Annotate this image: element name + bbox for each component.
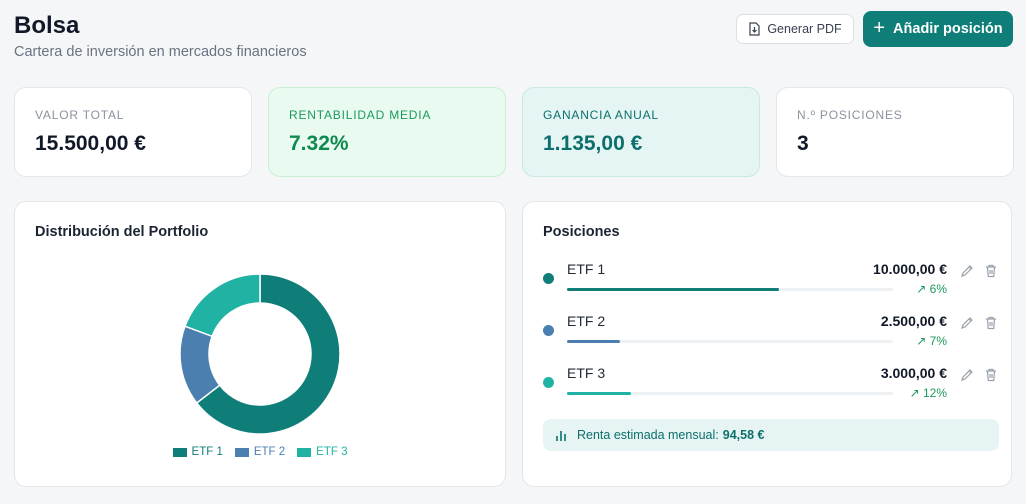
- trash-icon[interactable]: [983, 315, 999, 331]
- portfolio-donut-chart: [179, 273, 341, 435]
- monthly-income-value: 94,58 €: [722, 428, 765, 442]
- stat-value: 15.500,00 €: [35, 132, 146, 155]
- add-position-label: Añadir posición: [893, 21, 1003, 37]
- stat-value: 1.135,00 €: [543, 132, 643, 155]
- stat-label: GANANCIA ANUAL: [543, 108, 659, 122]
- legend-item: ETF 1: [172, 446, 223, 458]
- file-download-icon: [749, 22, 760, 36]
- donut-slice-etf-1: [195, 273, 341, 435]
- position-return: ↗ 6%: [916, 282, 947, 296]
- generate-pdf-button[interactable]: Generar PDF: [736, 14, 854, 44]
- trending-up-icon: ↗: [909, 386, 923, 400]
- generate-pdf-label: Generar PDF: [767, 22, 842, 36]
- stat-card-gain: GANANCIA ANUAL 1.135,00 €: [522, 87, 760, 177]
- add-position-button[interactable]: + Añadir posición: [863, 11, 1013, 47]
- position-name: ETF 1: [567, 261, 606, 277]
- stat-card-return: RENTABILIDAD MEDIA 7.32%: [268, 87, 506, 177]
- pencil-icon[interactable]: [959, 263, 975, 279]
- pencil-icon[interactable]: [959, 367, 975, 383]
- stat-value: 3: [797, 132, 809, 155]
- page-title: Bolsa: [14, 12, 80, 39]
- chart-legend: ETF 1 ETF 2 ETF 3: [15, 446, 505, 458]
- position-color-dot: [543, 377, 554, 388]
- position-share-bar: [567, 392, 893, 395]
- stat-label: VALOR TOTAL: [35, 108, 125, 122]
- position-share-bar: [567, 288, 893, 291]
- stat-card-total: VALOR TOTAL 15.500,00 €: [14, 87, 252, 177]
- position-amount: 10.000,00 €: [873, 261, 947, 277]
- monthly-income-label: Renta estimada mensual:: [577, 428, 719, 442]
- stat-label: N.º POSICIONES: [797, 108, 903, 122]
- legend-item: ETF 2: [234, 446, 286, 458]
- distribution-title: Distribución del Portfolio: [35, 224, 209, 240]
- legend-label: ETF 3: [316, 446, 348, 458]
- position-share-bar: [567, 340, 893, 343]
- position-amount: 3.000,00 €: [880, 365, 947, 381]
- position-share-fill: [567, 392, 631, 395]
- legend-item: ETF 3: [297, 446, 347, 458]
- position-row: ETF 3 3.000,00 € ↗ 12%: [543, 365, 999, 405]
- position-color-dot: [543, 325, 554, 336]
- trending-up-icon: ↗: [916, 334, 930, 348]
- monthly-income-banner: Renta estimada mensual: 94,58 €: [543, 419, 999, 451]
- legend-swatch: [172, 447, 187, 457]
- page-header: Bolsa Cartera de inversión en mercados f…: [14, 12, 307, 60]
- position-return: ↗ 7%: [916, 334, 947, 348]
- position-share-fill: [567, 340, 620, 343]
- bar-chart-icon: [556, 431, 566, 441]
- trash-icon[interactable]: [983, 367, 999, 383]
- positions-panel: Posiciones ETF 1 10.000,00 € ↗ 6% ETF 2 …: [522, 201, 1012, 487]
- position-name: ETF 3: [567, 365, 606, 381]
- stat-label: RENTABILIDAD MEDIA: [289, 108, 432, 122]
- position-return: ↗ 12%: [909, 386, 947, 400]
- position-amount: 2.500,00 €: [880, 313, 947, 329]
- legend-swatch: [297, 447, 312, 457]
- legend-label: ETF 2: [253, 446, 286, 458]
- stat-value: 7.32%: [289, 132, 349, 155]
- legend-swatch: [234, 447, 249, 457]
- position-row: ETF 2 2.500,00 € ↗ 7%: [543, 313, 999, 353]
- position-name: ETF 2: [567, 313, 606, 329]
- legend-label: ETF 1: [191, 446, 223, 458]
- plus-icon: +: [873, 17, 886, 39]
- distribution-panel: Distribución del Portfolio ETF 1 ETF 2 ETF…: [14, 201, 506, 487]
- trash-icon[interactable]: [983, 263, 999, 279]
- position-color-dot: [543, 273, 554, 284]
- positions-title: Posiciones: [543, 224, 620, 240]
- page-subtitle: Cartera de inversión en mercados financi…: [14, 44, 307, 60]
- pencil-icon[interactable]: [959, 315, 975, 331]
- position-share-fill: [567, 288, 779, 291]
- position-row: ETF 1 10.000,00 € ↗ 6%: [543, 261, 999, 301]
- donut-slice-etf-3: [184, 273, 261, 338]
- trending-up-icon: ↗: [916, 282, 930, 296]
- stat-card-positions: N.º POSICIONES 3: [776, 87, 1014, 177]
